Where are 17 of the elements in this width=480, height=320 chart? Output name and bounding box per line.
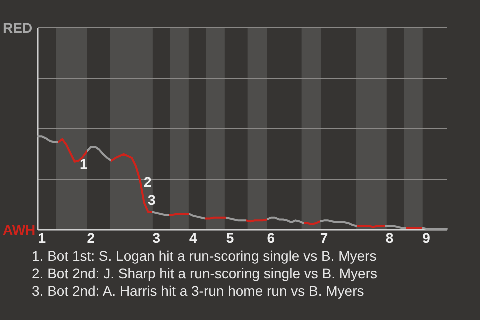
x-tick-label: 4 [190, 230, 198, 246]
text: AWH [3, 222, 36, 238]
text: 2. Bot 2nd: J. Sharp hit a run-scoring single vs B. Myers [32, 266, 378, 282]
x-tick-label: 2 [87, 230, 96, 246]
x-tick-label: 9 [422, 230, 431, 246]
x-tick-label: 7 [320, 230, 328, 246]
x-tick-label: 3 [152, 230, 161, 246]
annotation: 1 [80, 156, 88, 172]
text: RED [3, 20, 33, 36]
x-tick-label: 6 [267, 230, 276, 246]
text: 1. Bot 1st: S. Logan hit a run-scoring single vs B. Myers [32, 248, 377, 264]
x-tick-label: 5 [226, 230, 234, 246]
annotation: 3 [148, 192, 156, 208]
annotation: 2 [144, 174, 152, 190]
text: 3. Bot 2nd: A. Harris hit a 3-run home run vs B. Myers [32, 283, 364, 299]
x-tick-label: 1 [38, 230, 46, 246]
x-tick-label: 8 [386, 230, 394, 246]
